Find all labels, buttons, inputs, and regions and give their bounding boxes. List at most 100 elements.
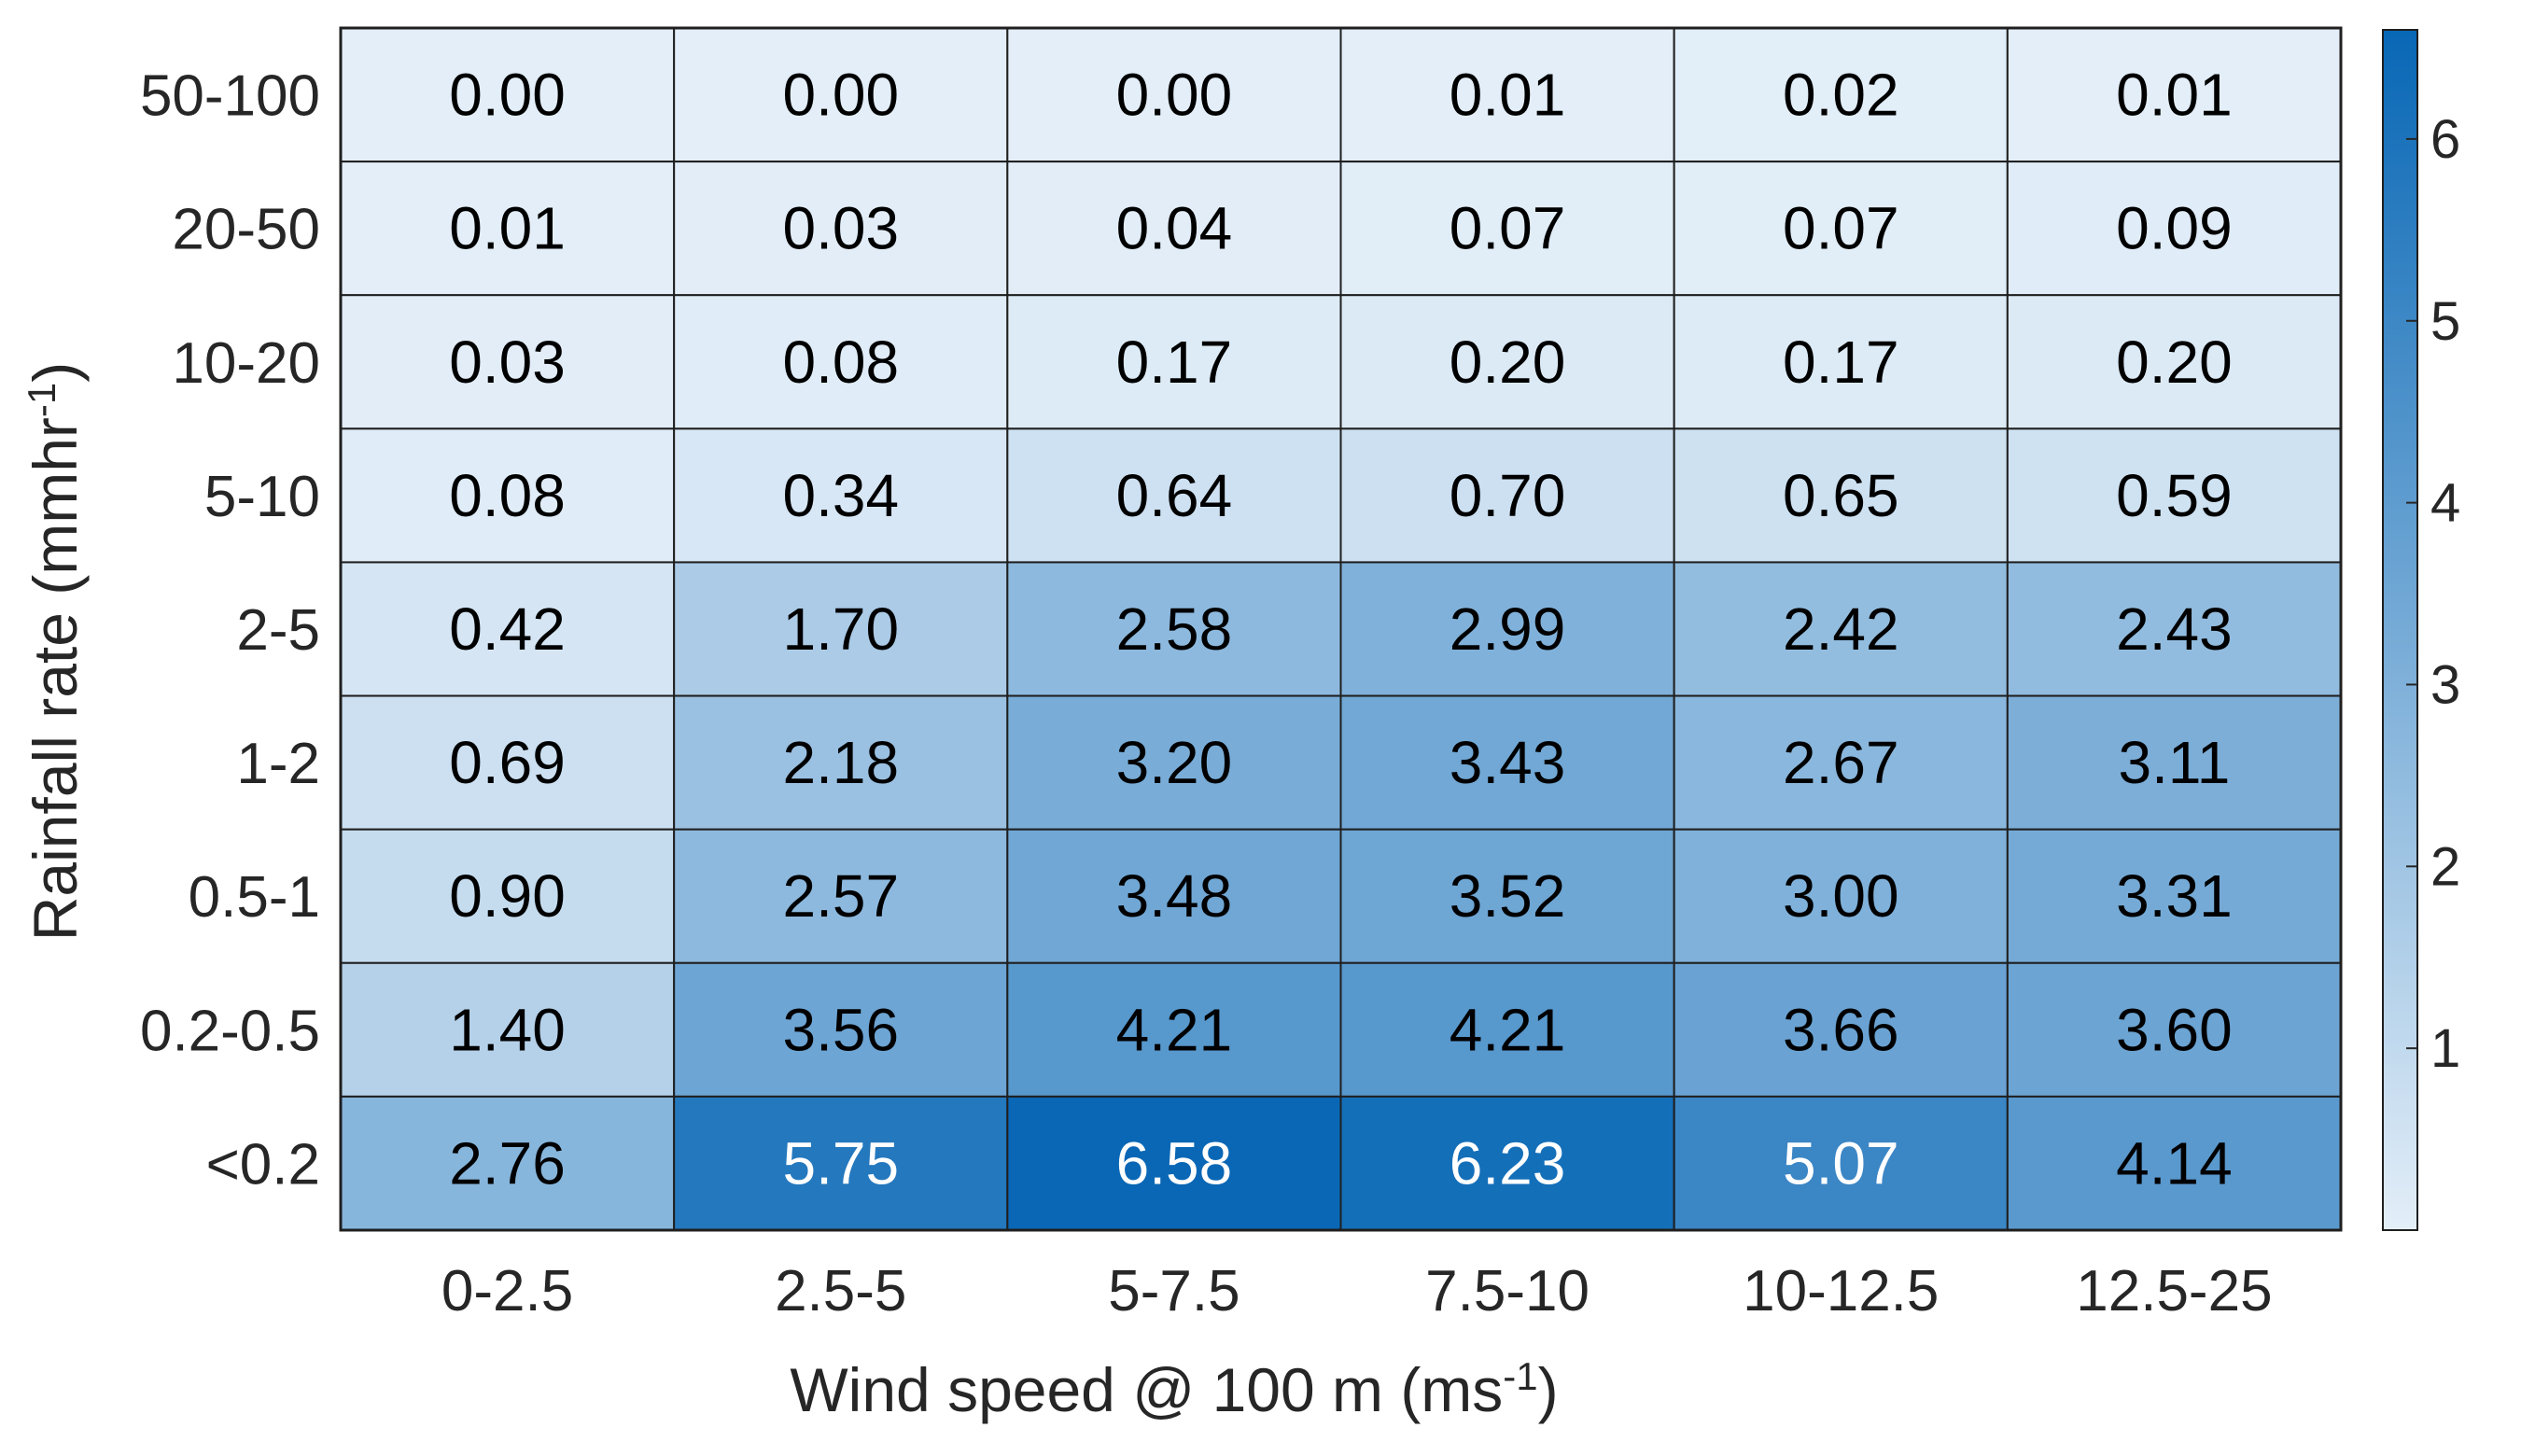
- x-axis-ticks: 0-2.5 2.5-5 5-7.5 7.5-10 10-12.5 12.5-25: [441, 1259, 2273, 1323]
- x-axis-title: Wind speed @ 100 m (ms-1): [790, 1354, 1558, 1425]
- cell-value-label: 2.58: [1116, 595, 1233, 663]
- cell-value-label: 0.65: [1783, 462, 1899, 529]
- cell-value-label: 0.20: [1450, 329, 1566, 396]
- cell-value-label: 0.59: [2116, 462, 2233, 529]
- heatmap-cell: [340, 27, 676, 163]
- cell-value-label: 0.64: [1116, 462, 1233, 529]
- plot-frame: [339, 26, 2343, 1232]
- heatmap-cell: [673, 828, 1009, 964]
- cell-value-label: 3.60: [2116, 996, 2233, 1063]
- heatmap-cell: [1339, 161, 1675, 297]
- heatmap-cell: [2006, 828, 2342, 964]
- cell-value-label: 0.03: [782, 195, 899, 262]
- heatmap-cell: [340, 828, 676, 964]
- heatmap-cell: [1673, 27, 2009, 163]
- colorbar-tick-label: 1: [2430, 1018, 2460, 1079]
- cell-value-label: 6.23: [1450, 1129, 1566, 1197]
- heatmap-cell: [2006, 294, 2342, 430]
- cell-value-label: 0.42: [449, 595, 566, 663]
- y-tick-label: 2-5: [236, 598, 320, 663]
- cell-value-label: 6.58: [1116, 1129, 1233, 1197]
- cell-value-label: 3.00: [1783, 862, 1899, 930]
- cell-value-label: 0.00: [1116, 62, 1233, 129]
- cell-value-label: 3.56: [782, 996, 899, 1063]
- y-tick-label: 0.5-1: [189, 865, 320, 930]
- heatmap-cell: [1006, 961, 1342, 1098]
- cell-value-label: 4.21: [1450, 996, 1566, 1063]
- y-axis-title-main: Rainfall rate (mmhr: [21, 417, 90, 941]
- cell-value-label: 1.70: [782, 595, 899, 663]
- heatmap-cell: [1006, 427, 1342, 564]
- cell-value-label: 0.08: [449, 462, 566, 529]
- colorbar-tick-label: 4: [2430, 473, 2460, 534]
- cell-value-label: 2.67: [1783, 729, 1899, 796]
- heatmap-cell: [340, 294, 676, 430]
- cell-value-label: 0.07: [1783, 195, 1899, 262]
- heatmap-cell: [1339, 27, 1675, 163]
- x-axis-title-sup: -1: [1503, 1354, 1537, 1398]
- colorbar-tick-label: 6: [2430, 109, 2460, 170]
- cell-value-label: 0.07: [1450, 195, 1566, 262]
- x-tick-label: 12.5-25: [2076, 1259, 2272, 1323]
- cell-value-label: 0.69: [449, 729, 566, 796]
- cell-value-label: 0.90: [449, 862, 566, 930]
- x-tick-label: 2.5-5: [775, 1259, 906, 1323]
- heatmap-cell: [1339, 961, 1675, 1098]
- y-axis-title-sup: -1: [20, 383, 63, 417]
- cell-value-label: 2.57: [782, 862, 899, 930]
- heatmap-cell: [1006, 1095, 1342, 1232]
- cell-value-label: 0.01: [1450, 62, 1566, 129]
- colorbar: 1 2 3 4 5 6: [2382, 29, 2460, 1231]
- y-tick-label: <0.2: [206, 1132, 320, 1197]
- x-tick-label: 10-12.5: [1743, 1259, 1939, 1323]
- heatmap-cell: [340, 1095, 676, 1232]
- heatmap-cell: [340, 694, 676, 831]
- cell-value-label: 0.34: [782, 462, 899, 529]
- heatmap-cell: [1673, 961, 2009, 1098]
- heatmap-cell: [673, 1095, 1009, 1232]
- cell-value-label: 0.02: [1783, 62, 1899, 129]
- heatmap-cell: [1673, 294, 2009, 430]
- y-tick-label: 1-2: [236, 732, 320, 796]
- cell-value-label: 2.76: [449, 1129, 566, 1197]
- heatmap-cell: [340, 427, 676, 564]
- heatmap-cell: [1006, 828, 1342, 964]
- cell-value-label: 0.03: [449, 329, 566, 396]
- heatmap-cell: [1673, 561, 2009, 697]
- heatmap-cell: [2006, 161, 2342, 297]
- heatmap-cell: [1673, 694, 2009, 831]
- heatmap-cell: [340, 561, 676, 697]
- cell-value-label: 3.20: [1116, 729, 1233, 796]
- cell-value-label: 0.00: [449, 62, 566, 129]
- y-tick-label: 10-20: [172, 331, 320, 396]
- colorbar-tick-label: 5: [2430, 291, 2460, 352]
- heatmap-cell: [2006, 694, 2342, 831]
- cell-value-label: 3.43: [1450, 729, 1566, 796]
- heatmap-cell: [1339, 828, 1675, 964]
- cell-value-label: 0.20: [2116, 329, 2233, 396]
- cell-value-label: 3.66: [1783, 996, 1899, 1063]
- heatmap-cell: [1673, 1095, 2009, 1232]
- y-axis-ticks: 50-100 20-50 10-20 5-10 2-5 1-2 0.5-1 0.2-0.5 <0…: [140, 64, 320, 1197]
- cell-value-label: 0.17: [1783, 329, 1899, 396]
- x-axis-title-tail: ): [1538, 1355, 1559, 1424]
- cell-value-label: 1.40: [449, 996, 566, 1063]
- cell-value-label: 4.14: [2116, 1129, 2233, 1197]
- cell-value-label: 2.18: [782, 729, 899, 796]
- cell-value-label: 0.17: [1116, 329, 1233, 396]
- cell-value-label: 2.99: [1450, 595, 1566, 663]
- x-axis-title-main: Wind speed @ 100 m (ms: [790, 1355, 1503, 1424]
- y-tick-label: 20-50: [172, 198, 320, 262]
- heatmap-cell: [1339, 427, 1675, 564]
- y-axis-title-tail: ): [21, 362, 90, 383]
- y-tick-label: 5-10: [204, 465, 320, 529]
- heatmap-cell: [2006, 27, 2342, 163]
- cell-value-label: 0.01: [2116, 62, 2233, 129]
- cell-value-label: 2.42: [1783, 595, 1899, 663]
- cell-value-label: 3.11: [2119, 729, 2231, 796]
- cell-value-label: 0.09: [2116, 195, 2233, 262]
- cell-value-label: 5.75: [782, 1129, 899, 1197]
- y-tick-label: 0.2-0.5: [140, 999, 320, 1063]
- heatmap-cell: [340, 961, 676, 1098]
